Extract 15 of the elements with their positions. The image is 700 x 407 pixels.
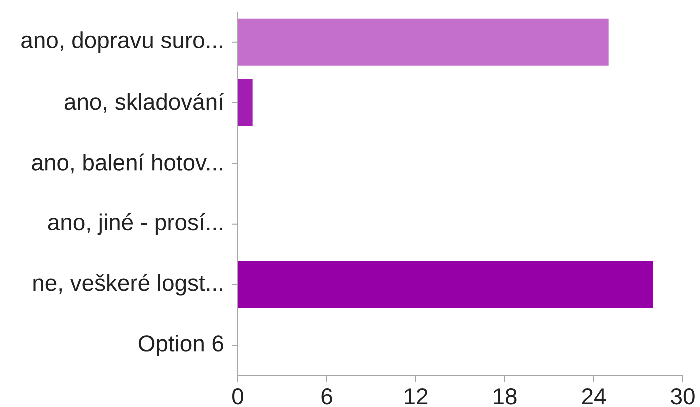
y-tick-label: ano, dopravu suro... (22, 32, 222, 54)
x-tick-label: 18 (494, 388, 517, 405)
bar (238, 80, 253, 126)
bar (238, 262, 654, 308)
x-tick-label: 30 (671, 388, 695, 405)
x-tick-label: 24 (582, 388, 606, 405)
y-tick-label: ano, balení hotov... (32, 154, 222, 174)
y-tick-label: ano, skladování (64, 93, 224, 113)
y-tick-label: ne, veškeré logst... (34, 274, 222, 296)
x-tick-label: 6 (322, 388, 332, 405)
y-tick-label: Option 6 (138, 334, 224, 356)
x-tick-label: 12 (405, 388, 428, 405)
x-tick-label: 0 (232, 388, 244, 405)
y-tick-label: ano, jiné - prosí... (48, 214, 222, 236)
bar (238, 18, 609, 66)
